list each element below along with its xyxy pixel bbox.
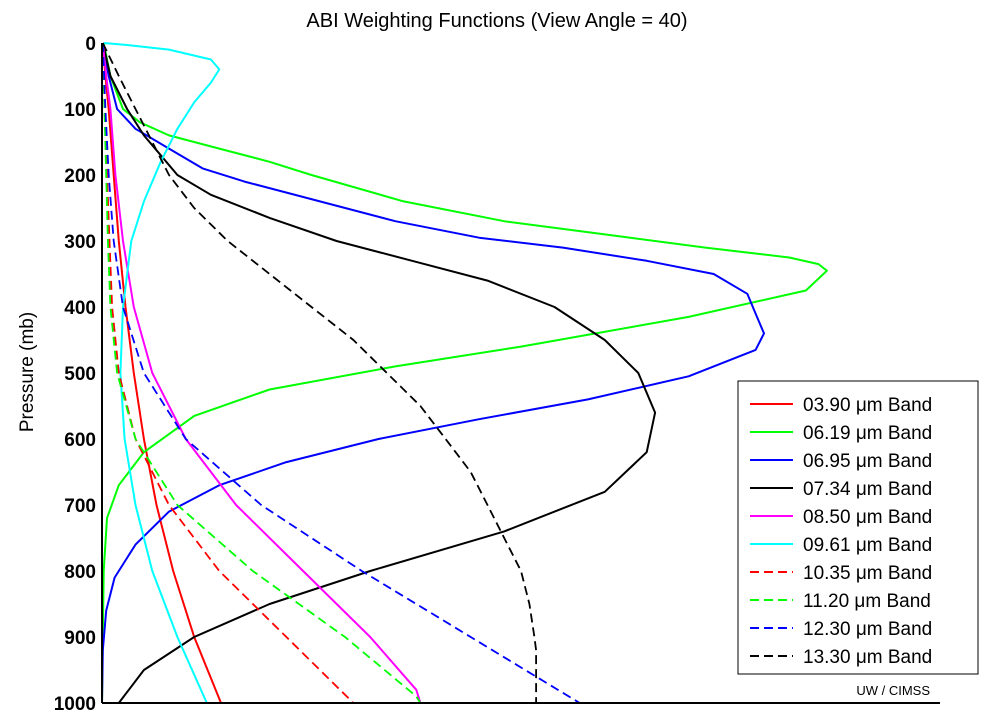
series-line-5: [101, 42, 422, 704]
plot-area: [101, 42, 828, 704]
legend-label-7: 10.35 μm Band: [803, 563, 932, 584]
chart-title: ABI Weighting Functions (View Angle = 40…: [306, 10, 687, 32]
y-tick-label: 1000: [54, 694, 96, 713]
legend-box: [737, 380, 979, 675]
y-tick-label: 100: [64, 100, 96, 121]
series-line-3: [101, 42, 765, 704]
y-tick-label: 500: [64, 364, 96, 385]
y-axis-label: Pressure (mb): [17, 312, 38, 432]
series-line-1: [101, 42, 222, 704]
y-axis-ticks: 0 100 200 300 400 500 600 700 800 900 1000: [54, 34, 96, 713]
legend-label-1: 03.90 μm Band: [803, 395, 932, 416]
legend-label-6: 09.61 μm Band: [803, 535, 932, 556]
series-line-6: [103, 42, 221, 704]
legend-label-4: 07.34 μm Band: [803, 479, 932, 500]
legend-label-10: 13.30 μm Band: [803, 647, 932, 668]
legend-label-3: 06.95 μm Band: [803, 451, 932, 472]
series-line-4: [101, 42, 657, 704]
series-line-8: [101, 42, 422, 704]
legend-label-5: 08.50 μm Band: [803, 507, 932, 528]
legend-label-9: 12.30 μm Band: [803, 619, 932, 640]
series-line-9: [101, 42, 581, 704]
axes: [101, 43, 940, 704]
y-tick-label: 900: [64, 628, 96, 649]
series-line-2: [101, 42, 828, 704]
legend-label-8: 11.20 μm Band: [803, 591, 931, 612]
legend: 03.90 μm Band 06.19 μm Band 06.95 μm Band 0…: [737, 380, 979, 675]
series-line-7: [101, 42, 355, 704]
y-tick-label: 700: [64, 496, 96, 517]
y-tick-label: 0: [85, 34, 96, 55]
series-line-10: [101, 42, 537, 703]
y-tick-label: 600: [64, 430, 96, 451]
y-tick-label: 400: [64, 298, 96, 319]
y-tick-label: 200: [64, 166, 96, 187]
y-tick-label: 800: [64, 562, 96, 583]
credit-label: UW / CIMSS: [856, 683, 930, 698]
y-tick-label: 300: [64, 232, 96, 253]
legend-label-2: 06.19 μm Band: [803, 423, 932, 444]
